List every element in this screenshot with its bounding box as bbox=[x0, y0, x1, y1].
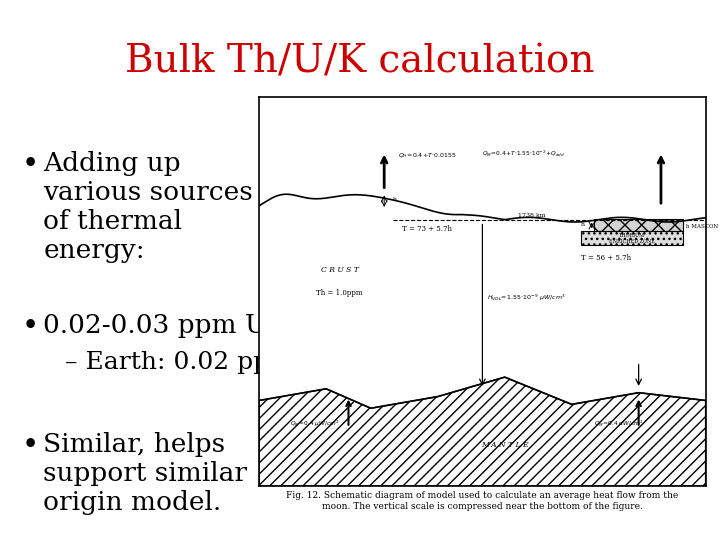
Text: •: • bbox=[22, 313, 39, 341]
Text: h: h bbox=[581, 221, 585, 226]
Text: $H_{VOL}\!=\!1.55\!\cdot\!10^{-9}\ \mu W/cm^3$: $H_{VOL}\!=\!1.55\!\cdot\!10^{-9}\ \mu W… bbox=[487, 292, 566, 302]
Text: $Q_M\!=\!0.4\ \mu W/cm^2$: $Q_M\!=\!0.4\ \mu W/cm^2$ bbox=[594, 418, 644, 429]
Text: T = 56 + 5.7h: T = 56 + 5.7h bbox=[580, 254, 631, 262]
Text: Adding up
various sources
of thermal
energy:: Adding up various sources of thermal ene… bbox=[43, 151, 253, 263]
Text: $Q_M\!=\!0.4\ \mu W/cm^2$: $Q_M\!=\!0.4\ \mu W/cm^2$ bbox=[290, 418, 341, 429]
Text: h: h bbox=[393, 197, 397, 202]
Text: •: • bbox=[22, 432, 39, 460]
Bar bbox=[594, 219, 683, 231]
Text: $Q_H\!=\!0.4\!+\!T\!\cdot\!0.0155$: $Q_H\!=\!0.4\!+\!T\!\cdot\!0.0155$ bbox=[397, 152, 456, 160]
Text: THORIUM
ENRICHED ZONE: THORIUM ENRICHED ZONE bbox=[609, 233, 655, 244]
Text: M A N T L E: M A N T L E bbox=[481, 441, 528, 449]
Text: C R U S T: C R U S T bbox=[320, 266, 359, 274]
Text: Fig. 12. Schematic diagram of model used to calculate an average heat flow from : Fig. 12. Schematic diagram of model used… bbox=[287, 491, 678, 511]
Text: T = 73 + 5.7h: T = 73 + 5.7h bbox=[402, 225, 452, 233]
Text: $Q_M\!=\!0.4\!+\!T\!\cdot\!1.55\!\cdot\!10^{-2}\!+\!Q_{add}$: $Q_M\!=\!0.4\!+\!T\!\cdot\!1.55\!\cdot\!… bbox=[482, 148, 565, 159]
Text: Similar, helps
support similar
origin model.: Similar, helps support similar origin mo… bbox=[43, 432, 247, 515]
Text: h MASCON: h MASCON bbox=[685, 224, 718, 229]
Polygon shape bbox=[259, 377, 706, 486]
Text: Th = 1.0ppm: Th = 1.0ppm bbox=[316, 289, 363, 298]
Text: Bulk Th/U/K calculation: Bulk Th/U/K calculation bbox=[125, 43, 595, 80]
Text: 1738 km: 1738 km bbox=[518, 213, 546, 218]
Text: 0.02-0.03 ppm U: 0.02-0.03 ppm U bbox=[43, 313, 267, 338]
Text: – Earth: 0.02 ppm: – Earth: 0.02 ppm bbox=[65, 351, 292, 374]
Text: •: • bbox=[22, 151, 39, 179]
Bar bbox=[580, 231, 683, 245]
